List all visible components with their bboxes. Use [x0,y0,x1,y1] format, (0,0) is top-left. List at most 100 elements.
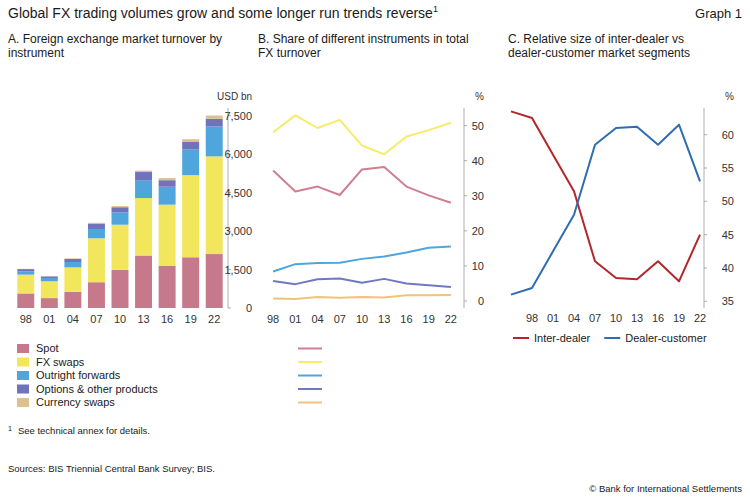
bar [206,119,223,127]
bar [64,262,81,267]
bar [112,270,129,308]
tick-label: 45 [722,229,734,241]
tick-mark [704,134,707,135]
line [273,247,451,272]
bar [88,224,105,229]
title-line: FX turnover [258,46,321,60]
category-label: 19 [673,312,685,324]
category-label: 01 [43,313,55,325]
bar [41,276,58,278]
legend-label: FX swaps [36,356,85,368]
panel: A. Foreign exchange market turnover byin… [8,32,252,408]
legend-label: Inter-dealer [534,332,591,344]
category-label: 22 [694,312,706,324]
legend-label: Options & other products [36,383,158,395]
category-label: 16 [652,312,664,324]
panel-title: C. Relative size of inter-dealer vsdeale… [508,32,690,60]
bar [182,257,199,308]
tick-label: 7,500 [224,110,252,122]
title-line: C. Relative size of inter-dealer vs [508,32,684,46]
bar [17,271,34,274]
bar [135,256,152,308]
category-label: 19 [185,313,197,325]
legend-swatch [17,344,29,353]
bar [206,156,223,254]
tick-label: 0 [246,302,252,314]
bar [182,175,199,257]
category-label: 16 [400,313,412,325]
tick-label: 6,000 [224,148,252,160]
category-label: 98 [526,312,538,324]
figure: Global FX trading volumes grow and some … [0,0,750,501]
bar [135,198,152,255]
bar [159,187,176,205]
bar [88,222,105,224]
tick-label: 55 [722,162,734,174]
panel-title: A. Foreign exchange market turnover byin… [8,32,222,60]
axis-line [228,108,229,308]
category-label: 07 [90,313,102,325]
tick-mark [704,201,707,202]
bar [206,127,223,157]
legend-line [604,337,620,339]
bar [206,116,223,119]
bar [88,229,105,238]
bar [17,268,34,269]
legend-swatch [17,371,29,380]
bar [159,178,176,180]
tick-label: 1,500 [224,264,252,276]
category-label: 10 [356,313,368,325]
title-line: A. Foreign exchange market turnover by [8,32,222,46]
tick-mark [464,160,467,161]
legend-line [298,348,322,350]
bar [41,276,58,277]
title-line: B. Share of different instruments in tot… [258,32,469,46]
bar [112,213,129,225]
bar [206,254,223,308]
category-label: 19 [423,313,435,325]
category-label: 10 [610,312,622,324]
legend-label: Spot [36,342,59,354]
bar [159,180,176,187]
tick-label: 4,500 [224,187,252,199]
tick-label: 50 [722,195,734,207]
bar [182,139,199,142]
graph-label: Graph 1 [695,6,742,21]
axis-unit: % [475,91,484,102]
category-label: 10 [114,313,126,325]
footnote-mark: 1 [8,425,12,432]
line [273,295,451,299]
tick-mark [464,300,467,301]
bar [182,150,199,176]
tick-mark [464,125,467,126]
axis-line [464,108,465,308]
legend-line [298,375,322,377]
legend-line [513,337,529,339]
bar [64,258,81,260]
category-label: 01 [289,313,301,325]
bar [159,266,176,308]
bar [88,282,105,308]
bar [17,275,34,294]
category-label: 98 [20,313,32,325]
category-label: 13 [137,313,149,325]
category-label: 04 [67,313,79,325]
tick-label: 20 [472,225,484,237]
legend-swatch [17,385,29,394]
bar [112,225,129,270]
legend-line [298,361,322,363]
bar [112,206,129,207]
bar [41,281,58,298]
marks [273,115,451,299]
category-label: 07 [589,312,601,324]
category-label: 22 [445,313,457,325]
title: Global FX trading volumes grow and some … [8,4,438,21]
category-label: 13 [631,312,643,324]
bar [64,292,81,308]
legend-label: Dealer-customer [625,332,707,344]
legend-swatch [17,398,29,407]
category-label: 16 [161,313,173,325]
sources: Sources: BIS Triennial Central Bank Surv… [8,463,215,474]
line [511,125,700,295]
copyright: © Bank for International Settlements [589,483,742,494]
